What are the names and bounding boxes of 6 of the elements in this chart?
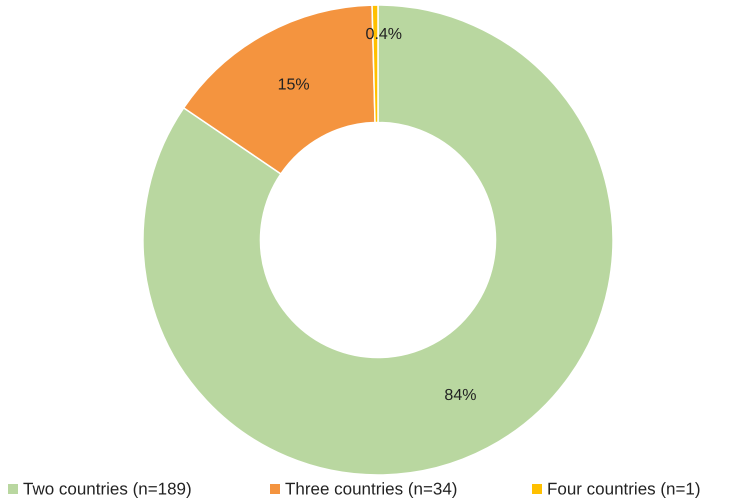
data-label: 84% — [444, 387, 476, 404]
legend-label: Four countries (n=1) — [547, 479, 701, 498]
data-label: 15% — [278, 76, 310, 94]
donut-slice — [142, 4, 614, 476]
legend-label: Two countries (n=189) — [23, 479, 192, 498]
legend-label: Three countries (n=34) — [285, 479, 458, 498]
